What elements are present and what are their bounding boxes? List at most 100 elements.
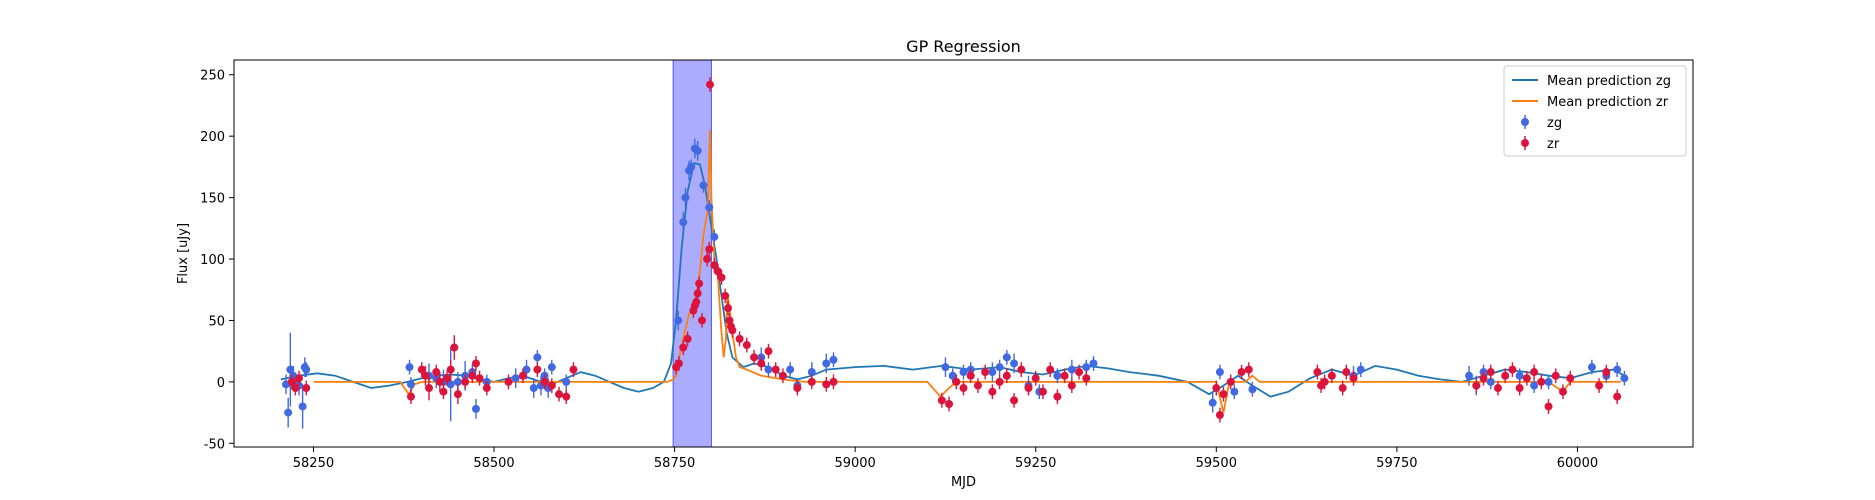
data-point-zg xyxy=(693,146,702,155)
data-point-zr xyxy=(1067,381,1076,390)
data-point-zg xyxy=(1208,398,1217,407)
data-point-zr xyxy=(1613,392,1622,401)
data-point-zr xyxy=(1053,392,1062,401)
x-tick-label: 59250 xyxy=(1015,456,1056,471)
data-point-zg xyxy=(948,371,957,380)
x-tick-label: 60000 xyxy=(1557,456,1598,471)
data-point-zr xyxy=(287,377,296,386)
data-point-zg xyxy=(681,193,690,202)
data-point-zr xyxy=(695,279,704,288)
data-point-zg xyxy=(1613,365,1622,374)
data-point-zg xyxy=(710,232,719,241)
data-point-zr xyxy=(1046,365,1055,374)
data-point-zr xyxy=(757,359,766,368)
data-point-zr xyxy=(1212,384,1221,393)
data-point-zr xyxy=(547,381,556,390)
data-point-zr xyxy=(295,374,304,383)
data-point-zr xyxy=(569,365,578,374)
data-point-zr xyxy=(807,377,816,386)
data-point-zr xyxy=(446,365,455,374)
data-point-zr xyxy=(973,381,982,390)
y-axis-label: Flux [uJy] xyxy=(176,223,191,284)
data-point-zr xyxy=(742,341,751,350)
data-point-zg xyxy=(1053,371,1062,380)
data-point-zg xyxy=(1067,365,1076,374)
data-point-zg xyxy=(807,368,816,377)
data-point-zg xyxy=(1082,363,1091,372)
data-point-zr xyxy=(482,384,491,393)
data-point-zr xyxy=(674,359,683,368)
data-point-zr xyxy=(461,377,470,386)
legend-label: Mean prediction zg xyxy=(1547,74,1671,89)
data-point-zg xyxy=(1620,374,1629,383)
data-point-zg xyxy=(1230,387,1239,396)
data-point-zr xyxy=(1537,377,1546,386)
data-point-zr xyxy=(406,392,415,401)
data-point-zr xyxy=(1215,411,1224,420)
data-point-zr xyxy=(981,368,990,377)
data-point-zg xyxy=(446,380,455,389)
data-point-zr xyxy=(1501,371,1510,380)
legend-box xyxy=(1503,65,1687,157)
data-point-zr xyxy=(1508,365,1517,374)
data-point-zr xyxy=(1226,377,1235,386)
data-point-zg xyxy=(298,402,307,411)
data-point-zr xyxy=(705,245,714,254)
data-point-zr xyxy=(450,343,459,352)
data-point-zr xyxy=(724,304,733,313)
data-point-zg xyxy=(1465,371,1474,380)
y-tick-label: 100 xyxy=(200,253,225,268)
y-tick-label: 50 xyxy=(208,314,225,329)
data-point-zr xyxy=(721,291,730,300)
x-axis-ticks: 58250 58500 58750 59000 59250 59500 59750 60000 xyxy=(293,447,1598,471)
data-point-zr xyxy=(468,371,477,380)
data-point-zg xyxy=(1587,363,1596,372)
data-point-zg xyxy=(674,316,683,325)
data-point-zg xyxy=(941,363,950,372)
legend-label: Mean prediction zr xyxy=(1547,95,1669,110)
data-point-zg xyxy=(786,365,795,374)
data-point-zr xyxy=(1038,387,1047,396)
legend-swatch-marker xyxy=(1521,118,1529,126)
data-point-zg xyxy=(471,404,480,413)
data-point-zg xyxy=(284,408,293,417)
data-point-zr xyxy=(435,377,444,386)
data-point-zg xyxy=(1089,359,1098,368)
highlight-band xyxy=(672,59,712,448)
data-point-zr xyxy=(1544,402,1553,411)
data-point-zr xyxy=(764,347,773,356)
x-tick-label: 58500 xyxy=(473,456,514,471)
data-point-zr xyxy=(1472,381,1481,390)
data-point-zr xyxy=(1479,374,1488,383)
data-point-zr xyxy=(1566,374,1575,383)
data-point-zr xyxy=(1219,390,1228,399)
data-point-zg xyxy=(679,218,688,227)
data-point-zr xyxy=(439,387,448,396)
legend-label: zr xyxy=(1547,137,1560,152)
data-point-zr xyxy=(540,377,549,386)
data-point-zr xyxy=(988,387,997,396)
data-point-zg xyxy=(829,355,838,364)
data-point-zr xyxy=(1515,384,1524,393)
data-point-zr xyxy=(1075,368,1084,377)
data-point-zr xyxy=(698,316,707,325)
x-tick-label: 59000 xyxy=(834,456,875,471)
data-point-zg xyxy=(822,359,831,368)
data-point-zr xyxy=(1522,374,1531,383)
data-point-zg xyxy=(995,363,1004,372)
data-point-zg xyxy=(406,380,415,389)
y-tick-label: 0 xyxy=(217,376,225,391)
data-point-zr xyxy=(937,396,946,405)
data-point-zr xyxy=(713,267,722,276)
data-point-zr xyxy=(822,380,831,389)
data-point-zr xyxy=(518,371,527,380)
data-point-zr xyxy=(421,371,430,380)
data-point-zr xyxy=(703,255,712,264)
data-point-zr xyxy=(1320,377,1329,386)
data-point-zg xyxy=(453,377,462,386)
data-point-zr xyxy=(793,384,802,393)
data-point-zr xyxy=(1237,368,1246,377)
data-point-zr xyxy=(432,368,441,377)
data-point-zr xyxy=(705,80,714,89)
data-point-zr xyxy=(750,353,759,362)
